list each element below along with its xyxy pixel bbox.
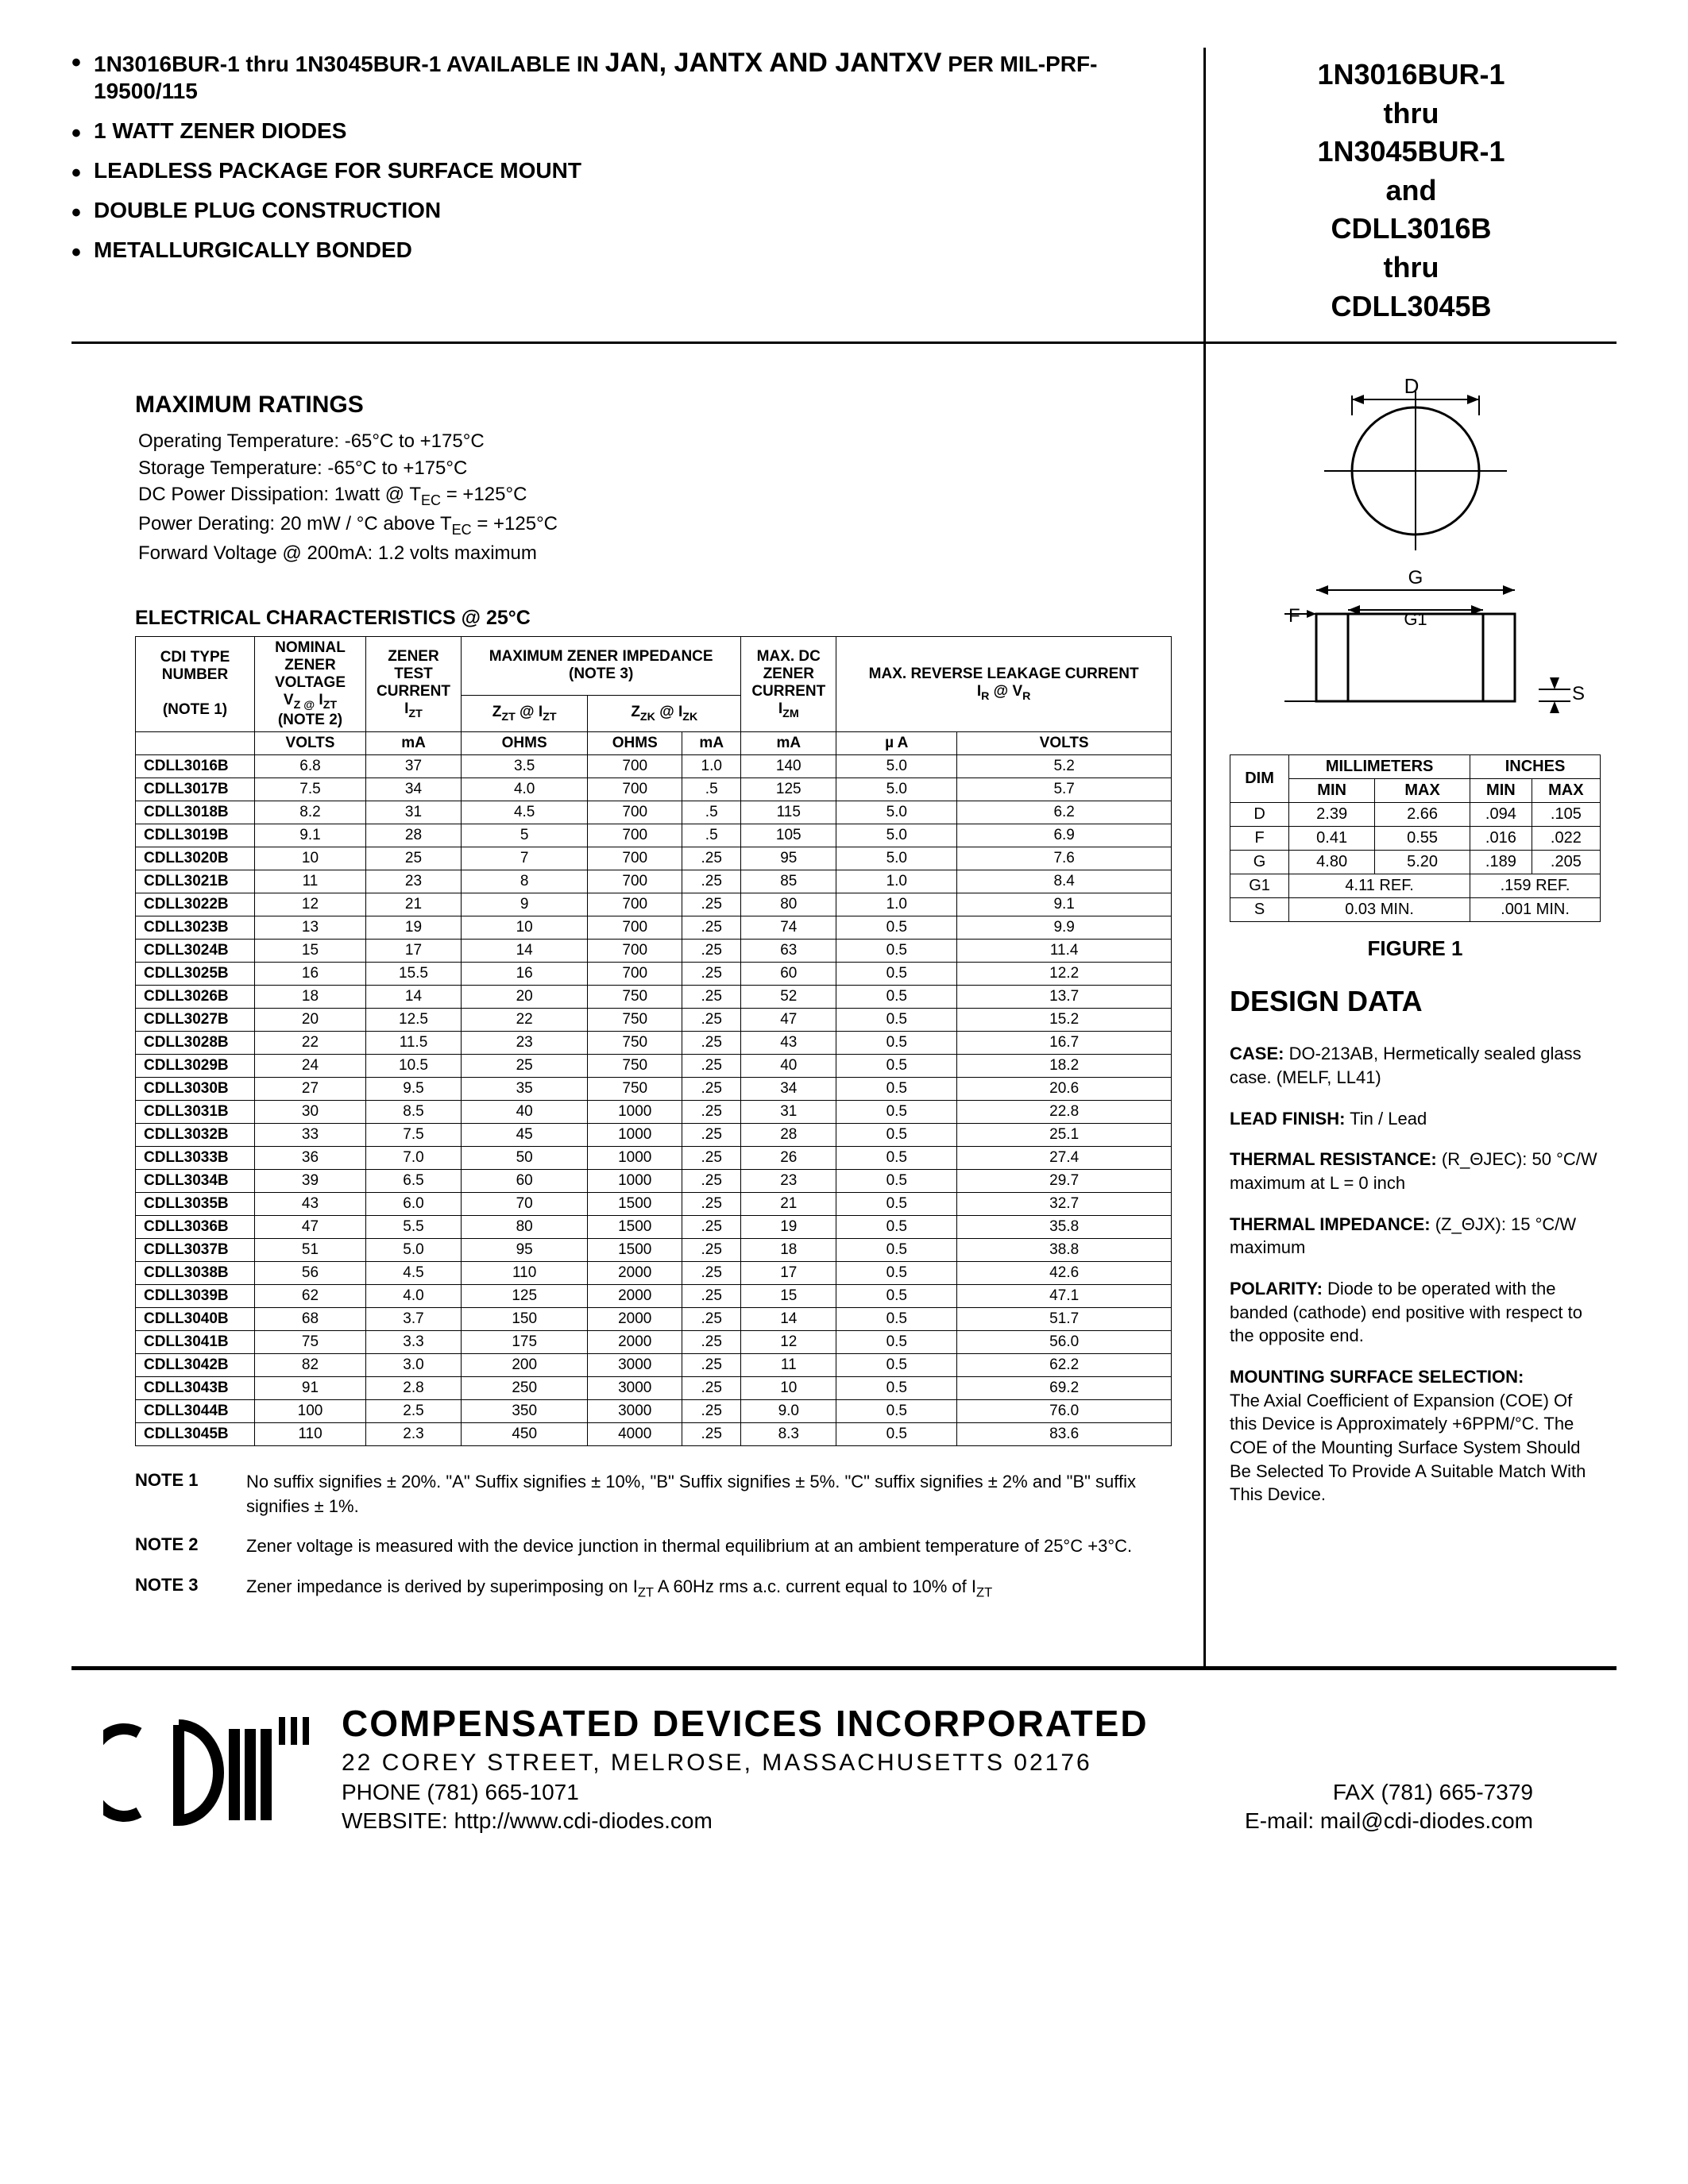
company-phone: PHONE (781) 665-1071 — [342, 1780, 579, 1805]
table-row: CDLL3020B10257700.25955.07.6 — [136, 847, 1172, 870]
table-row: CDLL3039B624.01252000.25150.547.1 — [136, 1284, 1172, 1307]
table-row: CDLL3033B367.0501000.25260.527.4 — [136, 1146, 1172, 1169]
table-row: CDLL3019B9.1285700.51055.06.9 — [136, 824, 1172, 847]
table-row: CDLL3038B564.51102000.25170.542.6 — [136, 1261, 1172, 1284]
table-row: CDLL3044B1002.53503000.259.00.576.0 — [136, 1399, 1172, 1422]
table-row: CDLL3016B6.8373.57001.01405.05.2 — [136, 754, 1172, 778]
table-row: CDLL3032B337.5451000.25280.525.1 — [136, 1123, 1172, 1146]
cdi-logo-icon — [103, 1709, 326, 1834]
company-email: E-mail: mail@cdi-diodes.com — [1245, 1808, 1533, 1834]
part-title: 1N3016BUR-1thru1N3045BUR-1andCDLL3016Bth… — [1203, 48, 1617, 341]
table-row: CDLL3040B683.71502000.25140.551.7 — [136, 1307, 1172, 1330]
svg-text:G: G — [1408, 567, 1423, 588]
electrical-table: CDI TYPE NUMBER(NOTE 1) NOMINAL ZENER VO… — [135, 636, 1172, 1446]
table-row: CDLL3022B12219700.25801.09.1 — [136, 893, 1172, 916]
table-row: CDLL3035B436.0701500.25210.532.7 — [136, 1192, 1172, 1215]
table-row: CDLL3027B2012.522750.25470.515.2 — [136, 1008, 1172, 1031]
table-row: CDLL3025B1615.516700.25600.512.2 — [136, 962, 1172, 985]
elec-char-title: ELECTRICAL CHARACTERISTICS @ 25°C — [135, 607, 1172, 630]
feature-item: METALLURGICALLY BONDED — [71, 237, 1180, 263]
table-row: CDLL3037B515.0951500.25180.538.8 — [136, 1238, 1172, 1261]
dimension-table: DIM MILLIMETERS INCHES MIN MAX MIN MAX D… — [1230, 754, 1601, 922]
feature-item: 1 WATT ZENER DIODES — [71, 118, 1180, 144]
table-row: CDLL3026B181420750.25520.513.7 — [136, 985, 1172, 1008]
table-row: CDLL3043B912.82503000.25100.569.2 — [136, 1376, 1172, 1399]
feature-item: DOUBLE PLUG CONSTRUCTION — [71, 198, 1180, 223]
feature-item: LEADLESS PACKAGE FOR SURFACE MOUNT — [71, 158, 1180, 183]
svg-text:G1: G1 — [1404, 609, 1427, 629]
svg-text:D: D — [1404, 376, 1419, 398]
design-data-title: DESIGN DATA — [1230, 985, 1601, 1018]
table-row: CDLL3030B279.535750.25340.520.6 — [136, 1077, 1172, 1100]
table-row: CDLL3018B8.2314.5700.51155.06.2 — [136, 801, 1172, 824]
package-drawing: D G G1 — [1230, 376, 1601, 731]
company-website: WEBSITE: http://www.cdi-diodes.com — [342, 1808, 713, 1834]
table-row: CDLL3041B753.31752000.25120.556.0 — [136, 1330, 1172, 1353]
table-row: CDLL3028B2211.523750.25430.516.7 — [136, 1031, 1172, 1054]
svg-text:S: S — [1572, 683, 1585, 704]
design-data-body: CASE: DO-213AB, Hermetically sealed glas… — [1230, 1042, 1601, 1507]
table-row: CDLL3023B131910700.25740.59.9 — [136, 916, 1172, 939]
table-row: CDLL3045B1102.34504000.258.30.583.6 — [136, 1422, 1172, 1445]
company-name: COMPENSATED DEVICES INCORPORATED — [342, 1702, 1601, 1745]
features-block: 1N3016BUR-1 thru 1N3045BUR-1 AVAILABLE I… — [71, 48, 1203, 341]
company-fax: FAX (781) 665-7379 — [1333, 1780, 1533, 1805]
table-row: CDLL3042B823.02003000.25110.562.2 — [136, 1353, 1172, 1376]
company-address: 22 COREY STREET, MELROSE, MASSACHUSETTS … — [342, 1750, 1601, 1777]
max-ratings-title: MAXIMUM RATINGS — [135, 392, 1172, 419]
table-row: CDLL3034B396.5601000.25230.529.7 — [136, 1169, 1172, 1192]
table-row: CDLL3031B308.5401000.25310.522.8 — [136, 1100, 1172, 1123]
notes-block: NOTE 1No suffix signifies ± 20%. "A" Suf… — [135, 1470, 1172, 1603]
svg-text:F: F — [1288, 605, 1300, 627]
table-row: CDLL3024B151714700.25630.511.4 — [136, 939, 1172, 962]
max-ratings-body: Operating Temperature: -65°C to +175°CSt… — [135, 428, 1172, 567]
feature-item: 1N3016BUR-1 thru 1N3045BUR-1 AVAILABLE I… — [71, 48, 1180, 104]
figure-caption: FIGURE 1 — [1230, 936, 1601, 961]
footer: COMPENSATED DEVICES INCORPORATED 22 CORE… — [71, 1670, 1617, 1850]
table-row: CDLL3036B475.5801500.25190.535.8 — [136, 1215, 1172, 1238]
table-row: CDLL3021B11238700.25851.08.4 — [136, 870, 1172, 893]
table-row: CDLL3029B2410.525750.25400.518.2 — [136, 1054, 1172, 1077]
table-row: CDLL3017B7.5344.0700.51255.05.7 — [136, 778, 1172, 801]
